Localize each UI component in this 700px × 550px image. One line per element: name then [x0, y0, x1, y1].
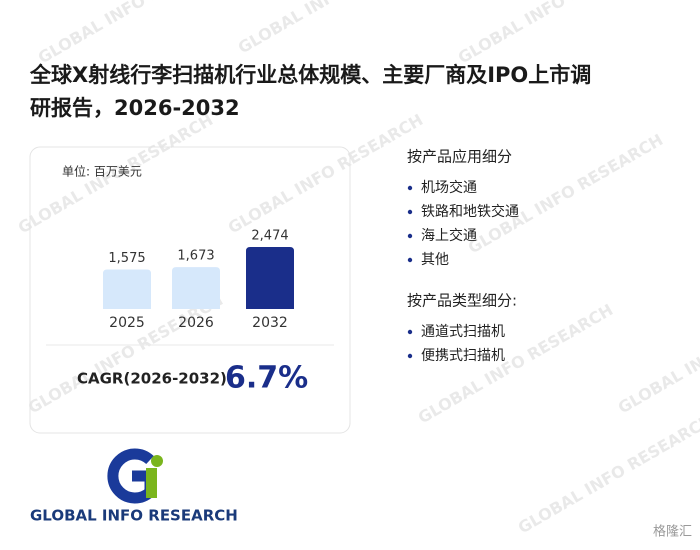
x-tick-label: 2025	[109, 315, 145, 331]
cagr-value: 6.7%	[225, 361, 308, 396]
bullet	[407, 233, 413, 239]
logo-dot	[151, 455, 163, 467]
segment-item: 通道式扫描机	[421, 324, 505, 340]
x-tick-label: 2026	[178, 315, 214, 331]
segment-item: 海上交通	[421, 227, 477, 244]
segment-heading: 按产品类型细分:	[407, 292, 517, 310]
segment-item: 其他	[421, 252, 449, 268]
source-mark: 格隆汇	[653, 524, 692, 540]
watermark: GLOBAL INFO RESEARCH	[35, 0, 236, 67]
bullet	[407, 257, 413, 263]
bar	[103, 269, 151, 309]
title-line: 研报告，2026-2032	[30, 96, 240, 120]
title-line: 全球X射线行李扫描机行业总体规模、主要厂商及IPO上市调	[29, 63, 591, 87]
unit-label: 单位: 百万美元	[62, 164, 142, 179]
segment-heading: 按产品应用细分	[407, 148, 512, 166]
watermark: GLOBAL INFO RESEARCH	[455, 0, 656, 67]
watermark: GLOBAL INFO RESEARCH	[225, 110, 426, 237]
logo-g	[107, 448, 156, 504]
bullet	[407, 353, 413, 359]
bullet	[407, 329, 413, 335]
segment-item: 铁路和地铁交通	[421, 203, 519, 220]
x-tick-label: 2032	[252, 315, 288, 331]
value-label: 1,673	[177, 249, 214, 264]
watermark: GLOBAL INFO RESEARCH	[235, 0, 436, 57]
bullet	[407, 185, 413, 191]
bar	[172, 267, 220, 309]
segment-item: 机场交通	[421, 179, 477, 196]
logo-text: GLOBAL INFO RESEARCH	[30, 507, 238, 525]
logo-i	[146, 468, 157, 498]
watermark: GLOBAL INFO RESEARCH	[25, 290, 226, 417]
value-label: 2,474	[251, 229, 288, 244]
bar	[246, 247, 294, 309]
value-label: 1,575	[108, 251, 145, 266]
bullet	[407, 209, 413, 215]
logo: GLOBAL INFO RESEARCH	[30, 448, 238, 525]
watermark: GLOBAL INFO RESEARCH	[615, 290, 700, 417]
cagr-label: CAGR(2026-2032):	[77, 370, 233, 388]
summary-card	[29, 146, 351, 434]
watermark: GLOBAL INFO RESEARCH	[515, 410, 700, 537]
segment-item: 便携式扫描机	[421, 348, 505, 364]
